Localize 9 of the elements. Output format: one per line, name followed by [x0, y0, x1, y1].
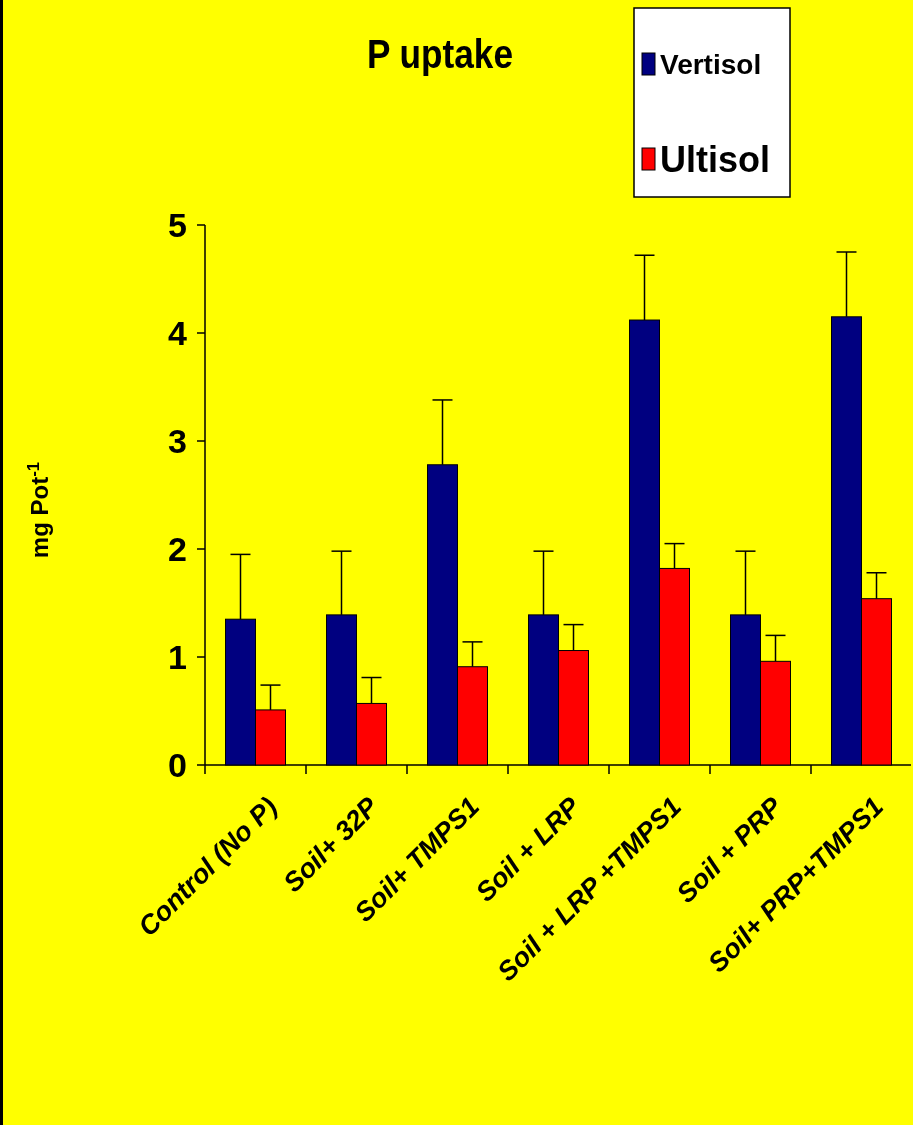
- legend-label: Ultisol: [660, 138, 771, 180]
- y-tick-label: 1: [168, 637, 187, 676]
- y-tick-label: 2: [168, 529, 187, 568]
- legend-label: Vertisol: [660, 48, 762, 80]
- y-tick-label: 0: [168, 745, 187, 784]
- y-tick-label: 3: [168, 421, 187, 460]
- y-tick-label: 5: [168, 205, 187, 244]
- chart-title: P uptake: [367, 31, 513, 77]
- y-tick-label: 4: [168, 313, 188, 352]
